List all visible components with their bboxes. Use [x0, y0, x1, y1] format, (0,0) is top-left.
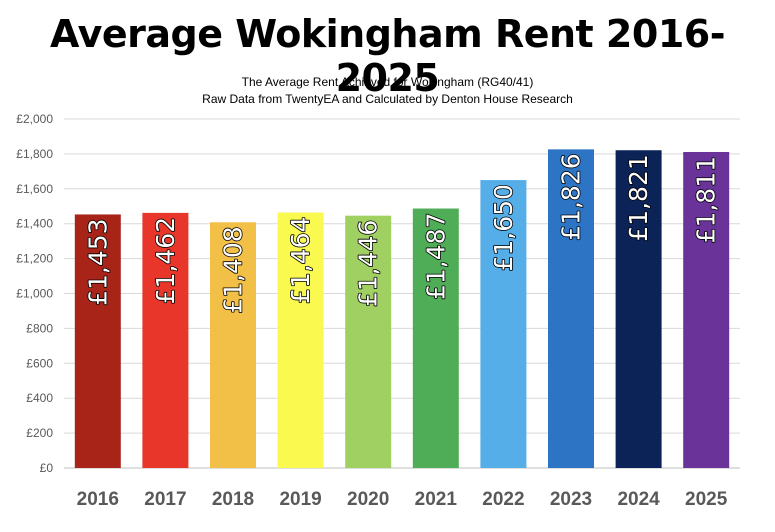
- x-tick-label-2023: 2023: [550, 489, 592, 510]
- bar-2018: [210, 222, 256, 468]
- y-tick-label: £1,200: [16, 252, 53, 266]
- chart-subtitle-line-1: The Average Rent Achieved for Wokingham …: [241, 75, 534, 89]
- y-tick-label: £400: [26, 391, 53, 405]
- bar-2025: [683, 151, 730, 468]
- data-label-2019: £1,464: [286, 217, 315, 304]
- bar-2024: [615, 150, 662, 468]
- x-tick-label-2022: 2022: [482, 489, 524, 510]
- data-label-2024: £1,821: [624, 154, 653, 241]
- data-label-2023: £1,826: [557, 153, 586, 240]
- data-label-2016: £1,453: [83, 218, 112, 305]
- y-axis-tick-labels: £0 £200 £400 £600 £800 £1,000 £1,200 £1,400 £1,6…: [16, 112, 53, 475]
- y-tick-label: £1,000: [16, 287, 53, 301]
- y-tick-label: £1,800: [16, 147, 53, 161]
- data-label-2017: £1,462: [151, 217, 180, 304]
- y-tick-label: £1,600: [16, 182, 53, 196]
- bar-2016: [74, 214, 121, 468]
- x-tick-label-2018: 2018: [212, 489, 254, 510]
- bar-2017: [142, 212, 189, 468]
- bar-2021: [412, 208, 459, 468]
- bar-2020: [345, 215, 392, 468]
- bar-2022: [480, 180, 527, 468]
- y-tick-label: £600: [26, 356, 53, 370]
- x-axis-tick-labels: 2016 2017 2018 2019 2020 2021 2022 2023 2024 2025: [77, 489, 728, 510]
- x-tick-label-2017: 2017: [144, 489, 186, 510]
- data-label-2025: £1,811: [692, 156, 721, 243]
- data-label-2020: £1,446: [354, 220, 383, 307]
- x-tick-label-2024: 2024: [617, 489, 660, 510]
- x-tick-label-2020: 2020: [347, 489, 389, 510]
- y-tick-label: £1,400: [16, 217, 53, 231]
- chart-title: Average Wokingham Rent 2016-2025: [50, 12, 725, 100]
- chart-subtitle-line-2: Raw Data from TwentyEA and Calculated by…: [202, 92, 573, 106]
- bar-2023: [548, 149, 594, 468]
- y-tick-label: £2,000: [16, 112, 53, 126]
- x-tick-label-2025: 2025: [685, 489, 728, 510]
- bar-data-labels: £1,453 £1,462 £1,408 £1,464 £1,446 £1,487 £1,6…: [83, 153, 722, 315]
- data-label-2021: £1,487: [421, 213, 450, 300]
- y-tick-label: £0: [40, 461, 54, 475]
- x-tick-label-2016: 2016: [77, 489, 119, 510]
- data-label-2018: £1,408: [219, 226, 248, 313]
- y-tick-label: £200: [26, 426, 53, 440]
- bars: [74, 149, 730, 468]
- bar-2019: [277, 212, 324, 468]
- y-tick-label: £800: [26, 321, 53, 335]
- x-tick-label-2019: 2019: [279, 489, 321, 510]
- data-label-2022: £1,650: [489, 184, 518, 271]
- x-tick-label-2021: 2021: [415, 489, 458, 510]
